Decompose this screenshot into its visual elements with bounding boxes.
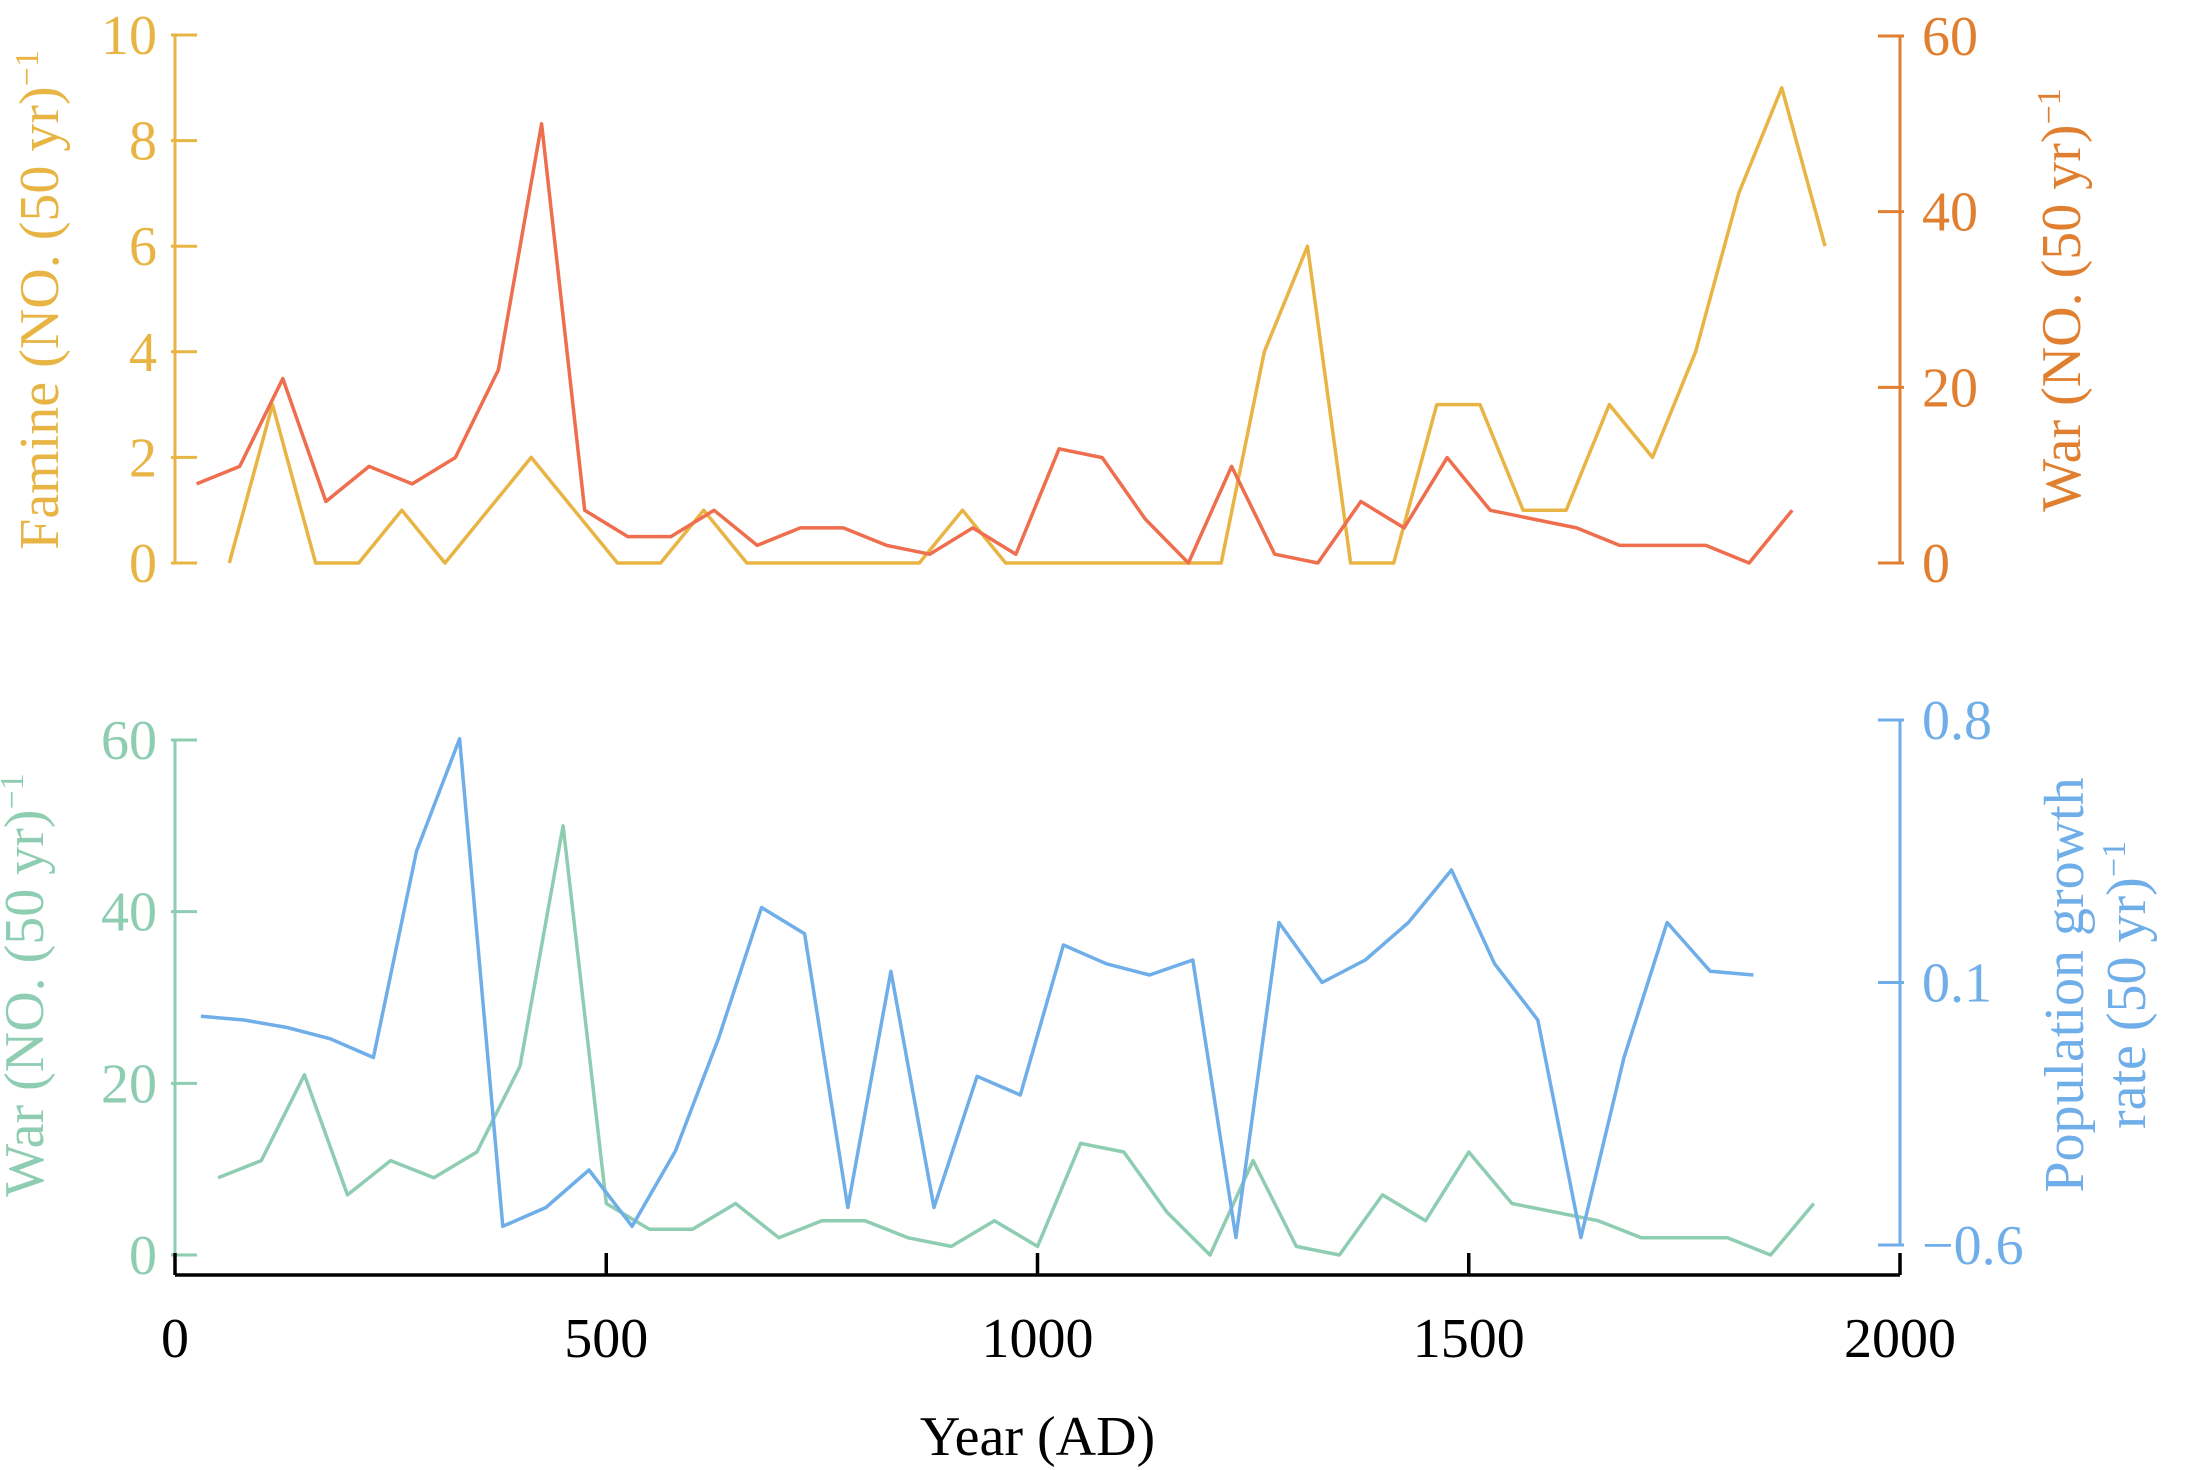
x-tick-label: 1500: [1413, 1308, 1525, 1370]
bottom-right-tick-label: 0.1: [1922, 953, 1992, 1015]
bottom-series-1-line: [200, 737, 1754, 1240]
top-left-tick-label: 10: [101, 5, 157, 67]
top-series-0-line: [227, 86, 1827, 565]
bottom-right-tick-label: 0.8: [1922, 690, 1992, 752]
bottom-left-axis-title: War (NO. (50 yr)−1: [0, 773, 56, 1197]
x-tick-label: 1000: [982, 1308, 1094, 1370]
top-right-tick-label: 20: [1922, 357, 1978, 419]
x-tick-label: 500: [564, 1308, 648, 1370]
top-left-axis-title: Famine (NO. (50 yr)−1: [9, 50, 71, 550]
bottom-series-0-line: [217, 824, 1816, 1257]
top-left-tick-label: 6: [129, 216, 157, 278]
top-right-tick-label: 0: [1922, 533, 1950, 595]
x-axis: 0 500 1000 1500 2000 Year (AD): [161, 1253, 1956, 1468]
bottom-panel: 0 20 40 60 −0.6 0.1 0.8 War (NO. (50 yr)−1 Popul…: [0, 690, 2158, 1287]
x-axis-title: Year (AD): [920, 1406, 1155, 1468]
top-left-tick-label: 8: [129, 111, 157, 173]
bottom-left-tick-label: 40: [101, 882, 157, 944]
top-right-tick-label: 40: [1922, 182, 1978, 244]
bottom-right-axis-title: Population growth: [2034, 777, 2096, 1192]
top-left-tick-label: 0: [129, 533, 157, 595]
bottom-right-tick-label: −0.6: [1922, 1215, 2024, 1277]
top-right-axis-title: War (NO. (50 yr)−1: [2031, 88, 2093, 512]
x-tick-label: 0: [161, 1308, 189, 1370]
bottom-left-tick-label: 20: [101, 1053, 157, 1115]
top-series-1-line: [195, 122, 1794, 565]
top-left-tick-label: 4: [129, 322, 157, 384]
bottom-left-tick-label: 0: [129, 1225, 157, 1287]
top-left-tick-label: 2: [129, 427, 157, 489]
bottom-right-axis-title-line2: rate (50 yr)−1: [2096, 841, 2158, 1129]
top-panel: 0 2 4 6 8 10 0 20 40 60 Famine (NO. (50 yr)−1 War (…: [9, 5, 2093, 595]
bottom-left-tick-label: 60: [101, 710, 157, 772]
top-right-tick-label: 60: [1922, 6, 1978, 68]
x-tick-label: 2000: [1844, 1308, 1956, 1370]
